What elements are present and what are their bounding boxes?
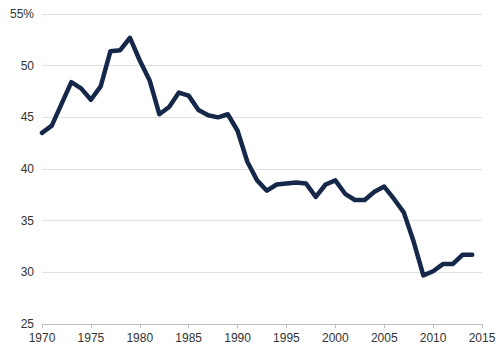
svg-text:1990: 1990: [224, 331, 251, 345]
svg-text:2015: 2015: [469, 331, 496, 345]
svg-text:1975: 1975: [78, 331, 105, 345]
svg-text:1985: 1985: [175, 331, 202, 345]
svg-text:2000: 2000: [322, 331, 349, 345]
svg-text:2010: 2010: [420, 331, 447, 345]
svg-text:50: 50: [21, 59, 35, 73]
svg-text:1980: 1980: [126, 331, 153, 345]
svg-text:35: 35: [21, 214, 35, 228]
svg-text:40: 40: [21, 162, 35, 176]
svg-text:45: 45: [21, 110, 35, 124]
svg-text:25: 25: [21, 317, 35, 331]
svg-text:1970: 1970: [29, 331, 56, 345]
svg-text:55%: 55%: [10, 7, 34, 21]
svg-text:2005: 2005: [371, 331, 398, 345]
svg-text:1995: 1995: [273, 331, 300, 345]
svg-text:30: 30: [21, 265, 35, 279]
